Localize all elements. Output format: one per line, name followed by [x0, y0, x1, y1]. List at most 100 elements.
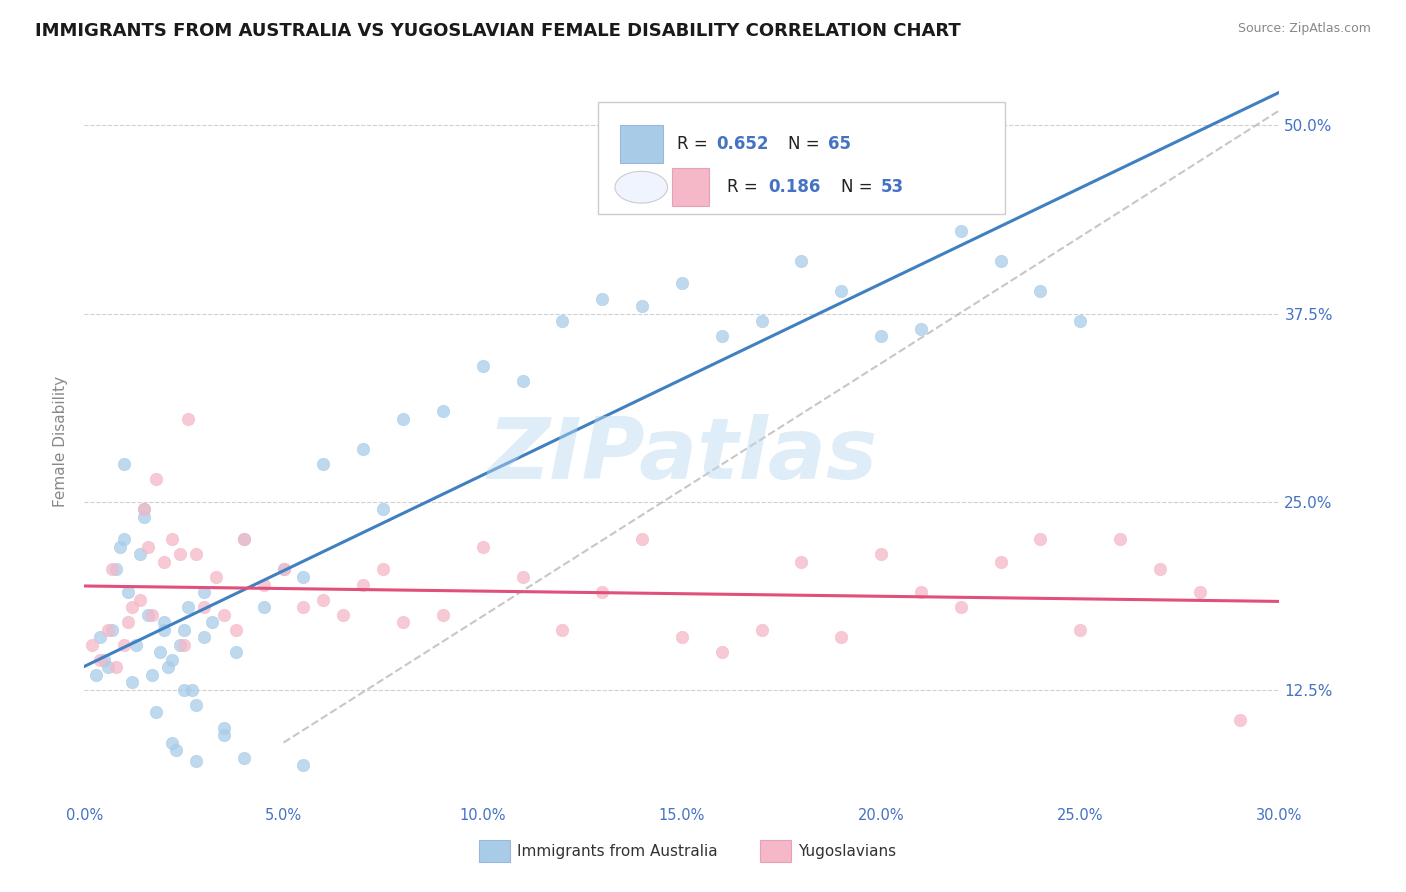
Text: Source: ZipAtlas.com: Source: ZipAtlas.com — [1237, 22, 1371, 36]
Point — [160, 653, 183, 667]
Point — [181, 682, 204, 697]
Point — [373, 502, 395, 516]
Point — [392, 615, 415, 630]
Point — [671, 630, 693, 644]
Point — [184, 754, 207, 768]
Point — [910, 321, 932, 335]
Point — [136, 607, 159, 622]
Point — [225, 623, 247, 637]
Point — [129, 592, 152, 607]
Point — [184, 698, 207, 712]
Point — [132, 509, 156, 524]
Point — [201, 615, 224, 630]
Text: Yugoslavians: Yugoslavians — [797, 845, 896, 859]
Text: 0.652: 0.652 — [717, 135, 769, 153]
Point — [212, 721, 235, 735]
Point — [141, 607, 163, 622]
Point — [1229, 713, 1251, 727]
Point — [145, 706, 167, 720]
Point — [1188, 585, 1211, 599]
FancyBboxPatch shape — [479, 840, 510, 862]
Text: 53: 53 — [880, 178, 904, 196]
Point — [93, 653, 115, 667]
Text: R =: R = — [678, 135, 713, 153]
Point — [232, 750, 254, 764]
Point — [990, 555, 1012, 569]
Point — [173, 623, 195, 637]
Point — [551, 314, 574, 328]
Point — [1069, 314, 1091, 328]
Point — [790, 555, 813, 569]
Point — [173, 682, 195, 697]
Point — [117, 615, 139, 630]
Point — [1109, 533, 1132, 547]
Point — [949, 600, 972, 615]
FancyBboxPatch shape — [599, 102, 1005, 214]
Point — [173, 638, 195, 652]
Point — [830, 284, 852, 298]
Point — [112, 533, 135, 547]
Point — [631, 299, 654, 313]
Point — [551, 623, 574, 637]
Point — [105, 562, 128, 576]
Point — [160, 735, 183, 749]
Point — [169, 548, 191, 562]
Point — [591, 585, 613, 599]
Text: IMMIGRANTS FROM AUSTRALIA VS YUGOSLAVIAN FEMALE DISABILITY CORRELATION CHART: IMMIGRANTS FROM AUSTRALIA VS YUGOSLAVIAN… — [35, 22, 960, 40]
Point — [253, 600, 276, 615]
Point — [136, 540, 159, 554]
Point — [205, 570, 228, 584]
Point — [153, 555, 176, 569]
Text: N =: N = — [789, 135, 825, 153]
Point — [512, 570, 534, 584]
Point — [121, 600, 143, 615]
Text: ZIPatlas: ZIPatlas — [486, 415, 877, 498]
Point — [432, 404, 454, 418]
Point — [512, 374, 534, 388]
Text: 0.186: 0.186 — [768, 178, 820, 196]
Point — [710, 329, 733, 343]
Point — [232, 533, 254, 547]
Point — [149, 645, 172, 659]
Point — [97, 623, 120, 637]
Point — [153, 615, 176, 630]
Point — [132, 502, 156, 516]
Point — [352, 442, 374, 456]
Point — [990, 253, 1012, 268]
Point — [105, 660, 128, 674]
Point — [101, 623, 124, 637]
Point — [273, 562, 295, 576]
Point — [121, 675, 143, 690]
Point — [145, 472, 167, 486]
Point — [225, 645, 247, 659]
Point — [273, 562, 295, 576]
Point — [790, 253, 813, 268]
Point — [910, 585, 932, 599]
Point — [101, 562, 124, 576]
Point — [591, 292, 613, 306]
Text: N =: N = — [841, 178, 877, 196]
Point — [830, 630, 852, 644]
Point — [232, 533, 254, 547]
Point — [129, 548, 152, 562]
Point — [312, 457, 335, 471]
FancyBboxPatch shape — [672, 169, 709, 206]
Point — [292, 600, 315, 615]
Point — [949, 224, 972, 238]
FancyBboxPatch shape — [620, 125, 662, 162]
Point — [177, 412, 200, 426]
Point — [112, 457, 135, 471]
Point — [193, 585, 215, 599]
Point — [86, 668, 108, 682]
Point — [212, 607, 235, 622]
Point — [193, 630, 215, 644]
Point — [89, 630, 111, 644]
Point — [184, 548, 207, 562]
Point — [471, 540, 494, 554]
Point — [253, 577, 276, 591]
Point — [292, 758, 315, 772]
Point — [751, 314, 773, 328]
Point — [82, 638, 104, 652]
Text: 65: 65 — [828, 135, 851, 153]
Point — [1029, 533, 1052, 547]
